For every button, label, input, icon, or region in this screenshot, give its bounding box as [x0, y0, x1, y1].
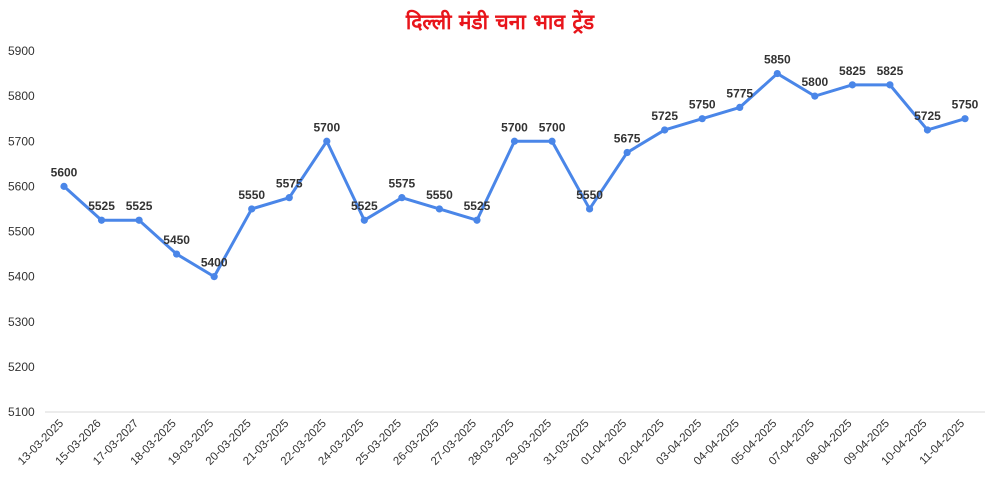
data-point [585, 205, 594, 213]
chart-title: दिल्ली मंडी चना भाव ट्रेंड [405, 10, 595, 34]
data-point [210, 273, 218, 281]
data-point [661, 126, 669, 134]
data-point [173, 250, 181, 258]
label-layer: 5600 5525 5525 5450 5400 5550 5575 5700 5525 5575… [51, 53, 979, 270]
data-label: 5825 [877, 64, 904, 78]
point-layer [60, 69, 969, 281]
data-point [135, 216, 143, 224]
data-label: 5725 [651, 109, 678, 123]
data-label: 5525 [464, 199, 491, 213]
y-tick-label: 5500 [8, 225, 35, 239]
data-label: 5600 [51, 165, 78, 179]
y-tick-label: 5300 [8, 315, 35, 329]
data-label: 5675 [614, 132, 641, 146]
data-point [811, 92, 819, 100]
data-label: 5775 [726, 86, 753, 100]
data-point [398, 194, 406, 202]
data-point [97, 216, 106, 224]
data-label: 5850 [764, 53, 791, 67]
data-point [323, 137, 331, 145]
y-tick-label: 5900 [8, 44, 35, 58]
data-label: 5825 [839, 64, 866, 78]
y-tick-label: 5800 [8, 89, 35, 103]
data-point [848, 81, 856, 89]
data-label: 5700 [313, 120, 340, 134]
data-point [473, 216, 481, 224]
data-label: 5700 [501, 120, 528, 134]
data-label: 5550 [238, 188, 265, 202]
data-label: 5750 [952, 98, 979, 112]
series-line [62, 72, 967, 279]
data-point [435, 205, 444, 213]
y-tick-label: 5700 [8, 134, 35, 148]
data-label: 5550 [426, 188, 453, 202]
data-point [923, 126, 932, 134]
data-point [285, 194, 293, 202]
data-label: 5700 [539, 120, 566, 134]
axis-layer: 51005200530054005500560057005800590013-0… [8, 44, 985, 468]
data-label: 5575 [389, 177, 416, 191]
data-label: 5750 [689, 98, 716, 112]
data-label: 5575 [276, 177, 303, 191]
data-label: 5525 [351, 199, 378, 213]
y-tick-label: 5100 [8, 405, 35, 419]
data-label: 5550 [576, 188, 603, 202]
data-point [736, 103, 744, 112]
data-label: 5725 [914, 109, 941, 123]
data-point [773, 69, 781, 78]
data-point [510, 137, 519, 145]
data-label: 5525 [126, 199, 153, 213]
data-point [961, 115, 969, 123]
y-tick-label: 5400 [8, 270, 35, 284]
data-point [886, 81, 894, 89]
line-layer [62, 72, 967, 279]
data-point [548, 137, 556, 145]
data-label: 5800 [801, 75, 828, 89]
data-point [698, 115, 706, 123]
data-point [60, 182, 68, 190]
data-point [623, 148, 631, 157]
y-tick-label: 5600 [8, 179, 35, 193]
data-point [248, 205, 256, 213]
data-label: 5525 [88, 199, 115, 213]
data-point [360, 216, 368, 224]
data-label: 5450 [163, 233, 190, 247]
y-tick-label: 5200 [8, 360, 35, 374]
data-label: 5400 [201, 256, 228, 270]
